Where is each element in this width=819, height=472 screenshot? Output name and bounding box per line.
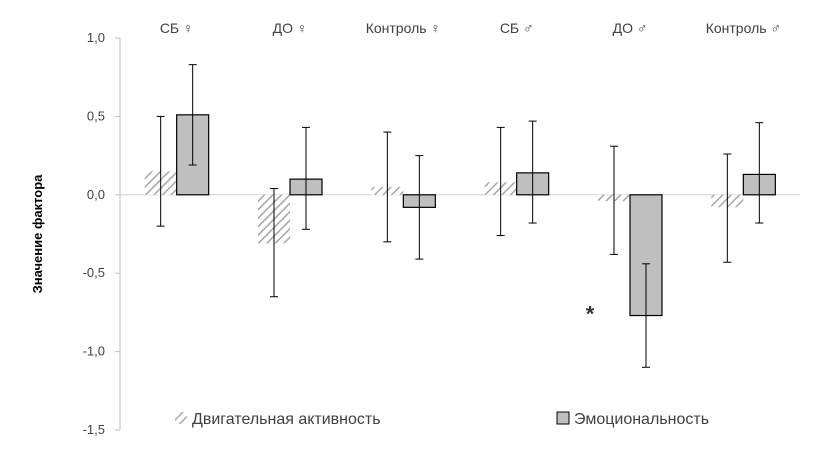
y-tick-label: -0,5 (83, 265, 105, 280)
y-axis-label: Значение фактора (30, 174, 45, 294)
bars (144, 114, 776, 317)
bar-emotionality (629, 194, 663, 317)
y-tick-label: 0,5 (87, 108, 105, 123)
legend-label: Эмоциональность (574, 411, 709, 428)
category-label: Контроль ♂ (706, 20, 781, 36)
y-tick-label: -1,0 (83, 344, 105, 359)
category-label: Контроль ♀ (366, 20, 441, 36)
category-label: СБ ♂ (500, 20, 534, 36)
y-tick-label: -1,5 (83, 422, 105, 437)
legend-swatch-solid (556, 411, 570, 425)
legend-item: Двигательная активность (175, 411, 381, 428)
annotations: * (586, 302, 595, 327)
category-label: СБ ♀ (160, 20, 194, 36)
legend-swatch-hatched (175, 412, 187, 424)
category-labels: СБ ♀ ДО ♀ Контроль ♀ СБ ♂ ДО ♂ Контроль ♂ (160, 20, 781, 36)
y-tick-label: 1,0 (87, 30, 105, 45)
significance-marker: * (586, 302, 595, 327)
legend: Двигательная активность Эмоциональность (175, 411, 709, 428)
y-tick-label: 0,0 (87, 187, 105, 202)
legend-item: Эмоциональность (556, 411, 709, 428)
category-label: ДО ♀ (273, 20, 308, 36)
legend-label: Двигательная активность (192, 411, 381, 428)
y-axis: 1,0 0,5 0,0 -0,5 -1,0 -1,5 (83, 30, 121, 437)
category-label: ДО ♂ (613, 20, 648, 36)
error-bars (156, 64, 764, 368)
